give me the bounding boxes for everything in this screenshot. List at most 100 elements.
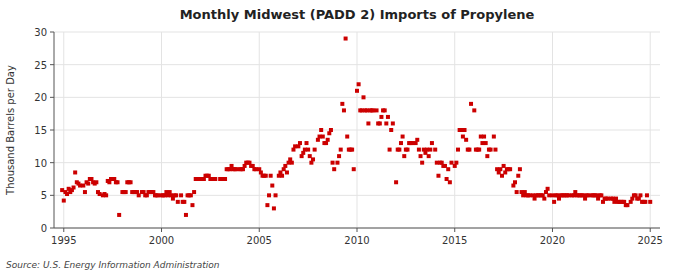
point bbox=[329, 128, 333, 132]
grid-line-x bbox=[161, 32, 162, 228]
x-tick-label: 2020 bbox=[540, 235, 565, 246]
point bbox=[513, 180, 517, 184]
point bbox=[477, 148, 481, 152]
point bbox=[542, 197, 546, 201]
point bbox=[342, 108, 346, 112]
point bbox=[116, 180, 120, 184]
point bbox=[643, 200, 647, 204]
x-tick bbox=[552, 228, 553, 232]
point bbox=[508, 167, 512, 171]
x-tick bbox=[161, 228, 162, 232]
point bbox=[446, 167, 450, 171]
point bbox=[321, 135, 325, 139]
y-tick-label: 20 bbox=[34, 92, 47, 103]
point bbox=[62, 199, 66, 203]
point bbox=[489, 148, 493, 152]
x-tick bbox=[454, 228, 455, 232]
point bbox=[269, 174, 273, 178]
point bbox=[174, 193, 178, 197]
grid-line-x bbox=[552, 32, 553, 228]
point bbox=[362, 95, 366, 99]
y-tick-label: 5 bbox=[41, 190, 47, 201]
point bbox=[344, 37, 348, 41]
point bbox=[213, 177, 217, 181]
x-tick-label: 1995 bbox=[51, 235, 76, 246]
point bbox=[399, 141, 403, 145]
y-tick bbox=[50, 32, 54, 33]
point bbox=[375, 108, 379, 112]
point bbox=[267, 193, 271, 197]
point bbox=[638, 193, 642, 197]
point bbox=[436, 174, 440, 178]
point bbox=[332, 167, 336, 171]
point bbox=[357, 82, 361, 86]
point bbox=[274, 193, 278, 197]
point bbox=[428, 148, 432, 152]
point bbox=[402, 154, 406, 158]
point bbox=[430, 141, 434, 145]
y-tick-label: 15 bbox=[34, 125, 47, 136]
y-tick-label: 10 bbox=[34, 158, 47, 169]
point bbox=[394, 180, 398, 184]
point bbox=[124, 190, 128, 194]
point bbox=[388, 148, 392, 152]
point bbox=[456, 148, 460, 152]
point bbox=[313, 148, 317, 152]
point bbox=[493, 148, 497, 152]
point bbox=[386, 115, 390, 119]
point bbox=[94, 180, 98, 184]
point bbox=[401, 135, 405, 139]
point bbox=[129, 180, 133, 184]
point bbox=[469, 102, 473, 106]
x-tick-label: 2000 bbox=[149, 235, 174, 246]
y-tick-label: 25 bbox=[34, 60, 47, 71]
point bbox=[182, 200, 186, 204]
point bbox=[379, 115, 383, 119]
point bbox=[405, 148, 409, 152]
point bbox=[352, 167, 356, 171]
point bbox=[515, 190, 519, 194]
point bbox=[427, 154, 431, 158]
point bbox=[179, 193, 183, 197]
point bbox=[472, 108, 476, 112]
point bbox=[366, 121, 370, 125]
point bbox=[176, 200, 180, 204]
point bbox=[516, 174, 520, 178]
title: Monthly Midwest (PADD 2) Imports of Prop… bbox=[180, 7, 535, 22]
point bbox=[454, 161, 458, 165]
point bbox=[285, 170, 289, 174]
point bbox=[83, 190, 87, 194]
y-tick bbox=[50, 228, 54, 229]
point bbox=[463, 128, 467, 132]
grid-line-x bbox=[357, 32, 358, 228]
grid bbox=[54, 32, 660, 228]
y-tick bbox=[50, 64, 54, 65]
point bbox=[339, 148, 343, 152]
point bbox=[350, 148, 354, 152]
point bbox=[383, 108, 387, 112]
point bbox=[117, 213, 121, 217]
point bbox=[467, 148, 471, 152]
point bbox=[546, 187, 550, 191]
point bbox=[192, 190, 196, 194]
point bbox=[305, 141, 309, 145]
grid-line-x bbox=[259, 32, 260, 228]
point bbox=[345, 135, 349, 139]
point bbox=[482, 135, 486, 139]
point bbox=[337, 154, 341, 158]
point bbox=[397, 148, 401, 152]
y-tick bbox=[50, 97, 54, 98]
point bbox=[485, 154, 489, 158]
x-tick bbox=[259, 228, 260, 232]
source-note: Source: U.S. Energy Information Administ… bbox=[6, 260, 220, 270]
point bbox=[270, 184, 274, 188]
point bbox=[355, 89, 359, 93]
point bbox=[419, 154, 423, 158]
x-tick bbox=[650, 228, 651, 232]
point bbox=[552, 200, 556, 204]
point bbox=[417, 148, 421, 152]
y-tick bbox=[50, 195, 54, 196]
point bbox=[433, 148, 437, 152]
point bbox=[290, 161, 294, 165]
point bbox=[280, 174, 284, 178]
